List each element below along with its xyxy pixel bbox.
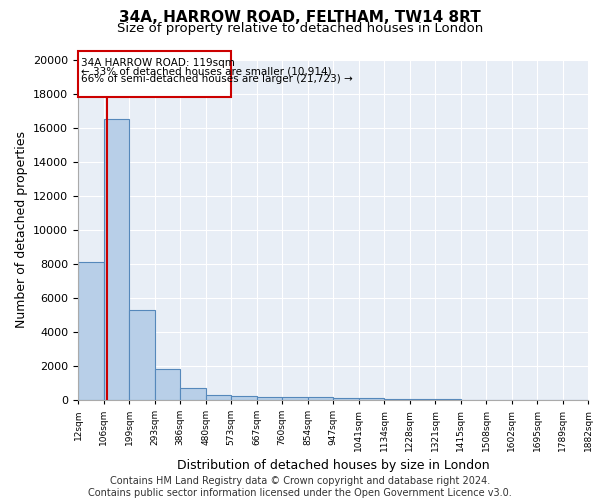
Bar [231,396,257,400]
Bar [78,262,104,400]
Text: Contains HM Land Registry data © Crown copyright and database right 2024.
Contai: Contains HM Land Registry data © Crown c… [88,476,512,498]
Text: Size of property relative to detached houses in London: Size of property relative to detached ho… [117,22,483,35]
Bar [333,398,359,400]
Bar [104,120,129,400]
Bar [180,388,206,400]
Y-axis label: Number of detached properties: Number of detached properties [14,132,28,328]
Bar [206,395,231,400]
Bar [155,370,180,400]
Text: 34A, HARROW ROAD, FELTHAM, TW14 8RT: 34A, HARROW ROAD, FELTHAM, TW14 8RT [119,10,481,25]
Bar [308,398,333,400]
Bar [282,397,308,400]
Text: 66% of semi-detached houses are larger (21,723) →: 66% of semi-detached houses are larger (… [81,74,352,85]
Bar [359,398,384,400]
Bar [384,399,410,400]
Bar [257,396,282,400]
Bar [129,310,155,400]
FancyBboxPatch shape [78,52,231,98]
X-axis label: Distribution of detached houses by size in London: Distribution of detached houses by size … [176,460,490,472]
Text: ← 33% of detached houses are smaller (10,914): ← 33% of detached houses are smaller (10… [81,67,331,77]
Bar [410,399,435,400]
Text: 34A HARROW ROAD: 119sqm: 34A HARROW ROAD: 119sqm [81,58,235,68]
